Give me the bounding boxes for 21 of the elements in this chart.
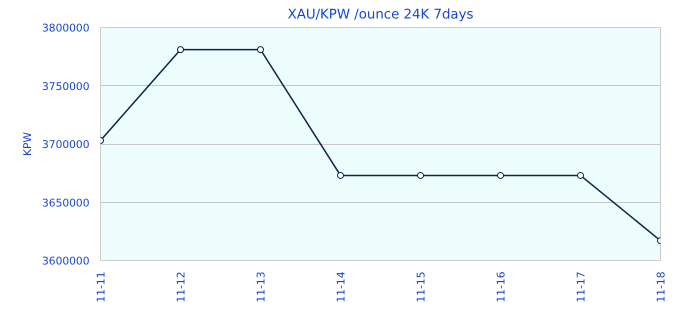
point	[257, 46, 264, 54]
x-tick-label: 11-12	[174, 271, 188, 302]
x-tick-label: 11-15	[414, 271, 428, 302]
point	[497, 172, 504, 179]
y-tick-label: 3750000	[42, 80, 90, 93]
point	[577, 172, 584, 179]
chart-title: XAU/KPW /ounce 24K 7days	[288, 8, 474, 22]
point	[337, 172, 344, 179]
x-tick-label: 11-14	[334, 271, 348, 302]
x-tick-label: 11-13	[254, 271, 268, 302]
y-tick-label: 3600000	[42, 254, 90, 268]
point	[417, 172, 424, 179]
y-tick-label: 3650000	[42, 196, 90, 210]
point	[177, 46, 184, 54]
x-tick-label: 11-11	[94, 271, 108, 302]
y-tick-label: 3800000	[42, 22, 90, 34]
y-tick-label: 3700000	[42, 138, 90, 151]
x-tick-label: 11-17	[574, 271, 588, 302]
x-tick-label: 11-16	[494, 271, 508, 302]
y-axis-title: KPW	[21, 132, 34, 156]
x-tick-label: 11-18	[654, 271, 668, 302]
